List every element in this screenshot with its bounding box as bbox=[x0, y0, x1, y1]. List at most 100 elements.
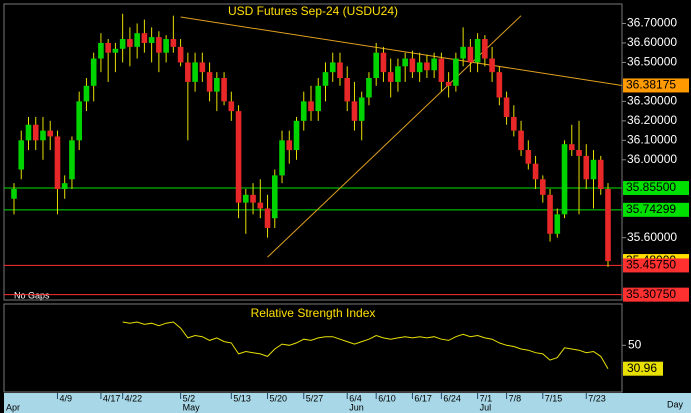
x-tick-label: 7/8 bbox=[509, 393, 522, 403]
rsi-line bbox=[122, 321, 609, 369]
candle-body bbox=[424, 62, 430, 71]
candle-body bbox=[358, 97, 365, 121]
x-tick-label: 5/2 bbox=[183, 393, 196, 403]
month-label: Jul bbox=[480, 402, 492, 412]
candle-body bbox=[112, 48, 119, 53]
candle-body bbox=[380, 52, 387, 73]
candle-body bbox=[18, 140, 25, 170]
candle-body bbox=[286, 140, 293, 151]
candle-body bbox=[395, 66, 401, 82]
candle-body bbox=[148, 37, 155, 43]
candle-body bbox=[76, 101, 82, 141]
x-tick-label: 5/20 bbox=[270, 393, 288, 403]
x-tick-label: 6/17 bbox=[414, 393, 432, 403]
candle-body bbox=[192, 62, 198, 82]
x-tick-label: 7/15 bbox=[545, 393, 563, 403]
price-marker bbox=[623, 258, 689, 273]
candle-body bbox=[54, 136, 61, 189]
candle-body bbox=[156, 37, 162, 53]
candle-body bbox=[438, 58, 445, 82]
candle-body bbox=[387, 72, 394, 82]
x-tick-label: 4/22 bbox=[125, 393, 143, 403]
candle-body bbox=[489, 58, 495, 73]
candle-body bbox=[532, 163, 539, 180]
chart-title: USD Futures Sep-24 (USDU24) bbox=[228, 4, 398, 18]
candle-body bbox=[540, 179, 546, 195]
rsi-title: Relative Strength Index bbox=[251, 306, 376, 320]
candle-body bbox=[105, 42, 111, 53]
price-marker bbox=[623, 202, 689, 217]
candle-body bbox=[25, 124, 32, 141]
candle-body bbox=[518, 130, 524, 151]
candle-body bbox=[127, 39, 133, 47]
candle-body bbox=[170, 39, 177, 47]
candle-body bbox=[590, 159, 597, 180]
candle-body bbox=[243, 194, 249, 203]
price-marker bbox=[623, 78, 689, 93]
candle-body bbox=[322, 72, 329, 86]
candle-body bbox=[214, 78, 220, 92]
candle-body bbox=[460, 46, 466, 59]
y-tick-label: 50 bbox=[628, 337, 642, 351]
y-tick-label: 36.30000 bbox=[627, 94, 677, 108]
price-marker bbox=[623, 287, 689, 302]
price-marker-label: 35.45750 bbox=[626, 258, 676, 272]
price-marker bbox=[623, 181, 689, 196]
candle-body bbox=[40, 130, 46, 141]
candle-body bbox=[163, 39, 169, 53]
candle-body bbox=[61, 183, 68, 189]
candle-body bbox=[264, 208, 271, 228]
candle-body bbox=[185, 62, 191, 82]
candle-body bbox=[98, 42, 104, 59]
y-tick-label: 36.50000 bbox=[627, 55, 677, 69]
candle-body bbox=[402, 58, 408, 67]
month-label: May bbox=[183, 402, 201, 412]
y-tick-label: 36.00000 bbox=[627, 152, 677, 166]
candle-body bbox=[576, 150, 582, 156]
candle-body bbox=[32, 124, 39, 141]
y-tick-label: 35.60000 bbox=[627, 230, 677, 244]
candle-body bbox=[308, 101, 314, 112]
candle-body bbox=[177, 46, 184, 63]
candle-body bbox=[525, 150, 532, 164]
x-tick-label: 6/4 bbox=[349, 393, 362, 403]
candle-body bbox=[416, 62, 423, 73]
candle-body bbox=[235, 111, 242, 203]
candle-body bbox=[366, 78, 372, 98]
candle-body bbox=[351, 101, 358, 121]
month-label: Apr bbox=[6, 402, 20, 412]
rsi-marker-label: 30.96 bbox=[627, 361, 657, 375]
candle-body bbox=[474, 39, 481, 63]
note: No Gaps bbox=[14, 290, 50, 300]
trendline bbox=[180, 16, 623, 86]
candle-body bbox=[597, 159, 604, 189]
candle-body bbox=[69, 140, 75, 180]
price-marker-label: 35.74299 bbox=[626, 202, 676, 216]
candle-body bbox=[503, 97, 510, 117]
candle-body bbox=[511, 116, 517, 131]
rsi-panel bbox=[3, 303, 623, 393]
candle-body bbox=[134, 33, 140, 47]
candle-body bbox=[409, 58, 416, 73]
candle-body bbox=[344, 78, 351, 102]
candle-body bbox=[47, 130, 54, 137]
candle-body bbox=[467, 46, 474, 63]
y-tick-label: 36.10000 bbox=[627, 132, 677, 146]
candle-body bbox=[561, 144, 568, 215]
candle-body bbox=[300, 101, 307, 121]
candle-body bbox=[496, 72, 503, 98]
x-axis-label: Day bbox=[667, 399, 684, 409]
candle-body bbox=[11, 189, 17, 199]
candle-body bbox=[583, 155, 590, 180]
x-tick-label: 4/9 bbox=[59, 393, 72, 403]
x-tick-label: 5/13 bbox=[233, 393, 251, 403]
candle-body bbox=[250, 194, 256, 203]
candle-body bbox=[90, 58, 97, 86]
candle-body bbox=[271, 175, 278, 219]
price-marker-label: 35.85500 bbox=[626, 180, 676, 194]
candle-body bbox=[141, 33, 148, 43]
x-axis-strip bbox=[4, 393, 691, 413]
